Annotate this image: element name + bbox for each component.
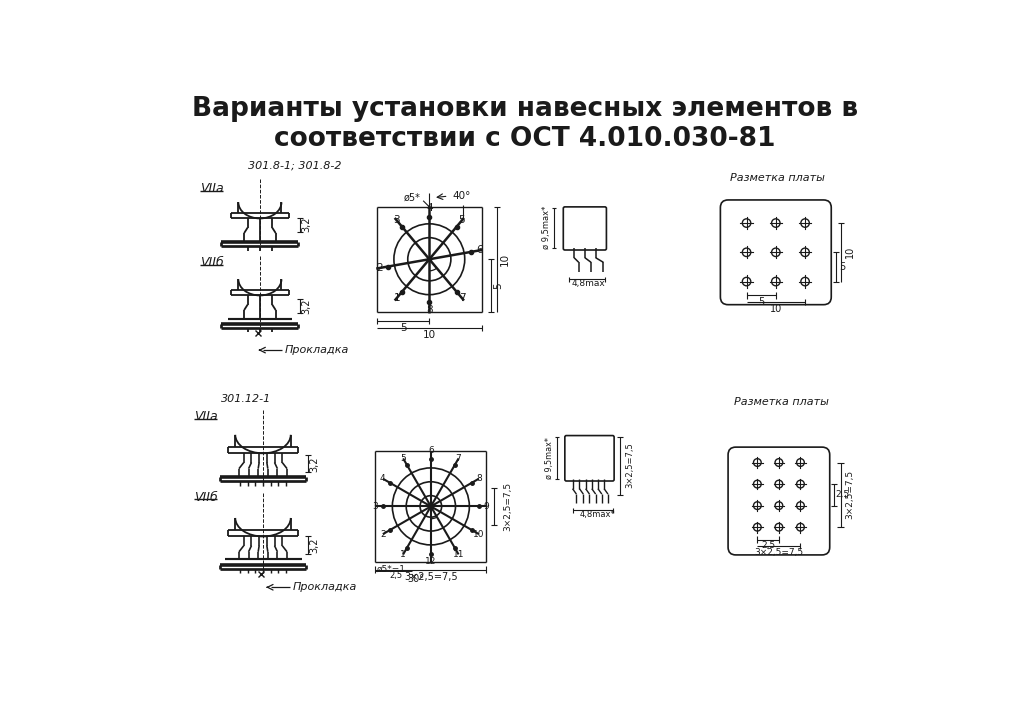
- Text: 10: 10: [500, 252, 510, 266]
- Text: 12: 12: [425, 557, 436, 566]
- Text: 3,2: 3,2: [301, 299, 311, 314]
- Text: 40°: 40°: [453, 191, 471, 201]
- Text: ø 9,5max*: ø 9,5max*: [542, 205, 551, 249]
- Text: 2,5: 2,5: [835, 490, 849, 500]
- Text: 6: 6: [428, 447, 434, 455]
- Text: 11: 11: [453, 550, 464, 559]
- Text: 3: 3: [393, 215, 400, 226]
- Text: 4: 4: [426, 203, 432, 213]
- Text: 301.12-1: 301.12-1: [221, 393, 271, 403]
- Text: VIIб: VIIб: [200, 256, 223, 269]
- Text: 2,5: 2,5: [761, 542, 775, 550]
- Text: 8: 8: [426, 305, 432, 315]
- Text: 6: 6: [476, 245, 482, 255]
- Text: Прокладка: Прокладка: [292, 582, 356, 592]
- Text: 5: 5: [400, 454, 406, 463]
- Text: 3×2,5=7,5: 3×2,5=7,5: [504, 482, 512, 531]
- Text: 10: 10: [473, 530, 484, 539]
- Text: Прокладка: Прокладка: [285, 345, 349, 355]
- Text: 7: 7: [459, 293, 465, 303]
- Text: 3×2,5=7,5: 3×2,5=7,5: [845, 470, 854, 519]
- Text: 3,2: 3,2: [309, 538, 318, 553]
- Text: ø 9,5max*: ø 9,5max*: [545, 437, 554, 479]
- Text: 5: 5: [840, 262, 846, 272]
- Text: 2: 2: [380, 530, 386, 539]
- Text: 1: 1: [400, 550, 406, 559]
- Text: VIIа: VIIа: [200, 182, 223, 195]
- Text: 4,8max: 4,8max: [571, 279, 605, 288]
- Text: ø5*=1: ø5*=1: [377, 565, 406, 574]
- Text: 3×2,5=7,5: 3×2,5=7,5: [625, 442, 634, 488]
- Text: 3: 3: [373, 502, 378, 511]
- Text: 3,2: 3,2: [309, 456, 318, 472]
- Text: 5: 5: [494, 282, 504, 288]
- Text: 4,8max*: 4,8max*: [580, 510, 615, 518]
- Text: 2,5: 2,5: [390, 571, 402, 581]
- Text: 5: 5: [758, 296, 764, 307]
- Text: VIIб: VIIб: [194, 491, 217, 504]
- Text: 301.8-1; 301.8-2: 301.8-1; 301.8-2: [248, 161, 341, 171]
- Text: 8: 8: [476, 474, 481, 483]
- Text: 2: 2: [376, 263, 383, 273]
- Text: 5: 5: [399, 322, 407, 333]
- Text: 5: 5: [459, 215, 465, 226]
- Text: 3×2,5=7,5: 3×2,5=7,5: [755, 548, 804, 557]
- Text: 10: 10: [423, 330, 436, 340]
- Text: 7: 7: [456, 454, 462, 463]
- Text: 4: 4: [380, 474, 386, 483]
- Text: 3,2: 3,2: [301, 217, 311, 232]
- Text: 3×2,5=7,5: 3×2,5=7,5: [404, 572, 458, 582]
- Text: Варианты установки навесных элементов в
соответствии с ОСТ 4.010.030-81: Варианты установки навесных элементов в …: [191, 95, 858, 152]
- Text: 1: 1: [393, 293, 400, 303]
- Text: ø5*: ø5*: [403, 192, 421, 202]
- Text: 30°: 30°: [407, 574, 424, 583]
- Text: 10: 10: [845, 247, 855, 258]
- Text: Разметка платы: Разметка платы: [734, 398, 828, 408]
- Text: Разметка платы: Разметка платы: [730, 173, 824, 183]
- Text: 10: 10: [770, 304, 782, 314]
- Text: VIIа: VIIа: [194, 410, 217, 423]
- Text: 9: 9: [483, 502, 489, 511]
